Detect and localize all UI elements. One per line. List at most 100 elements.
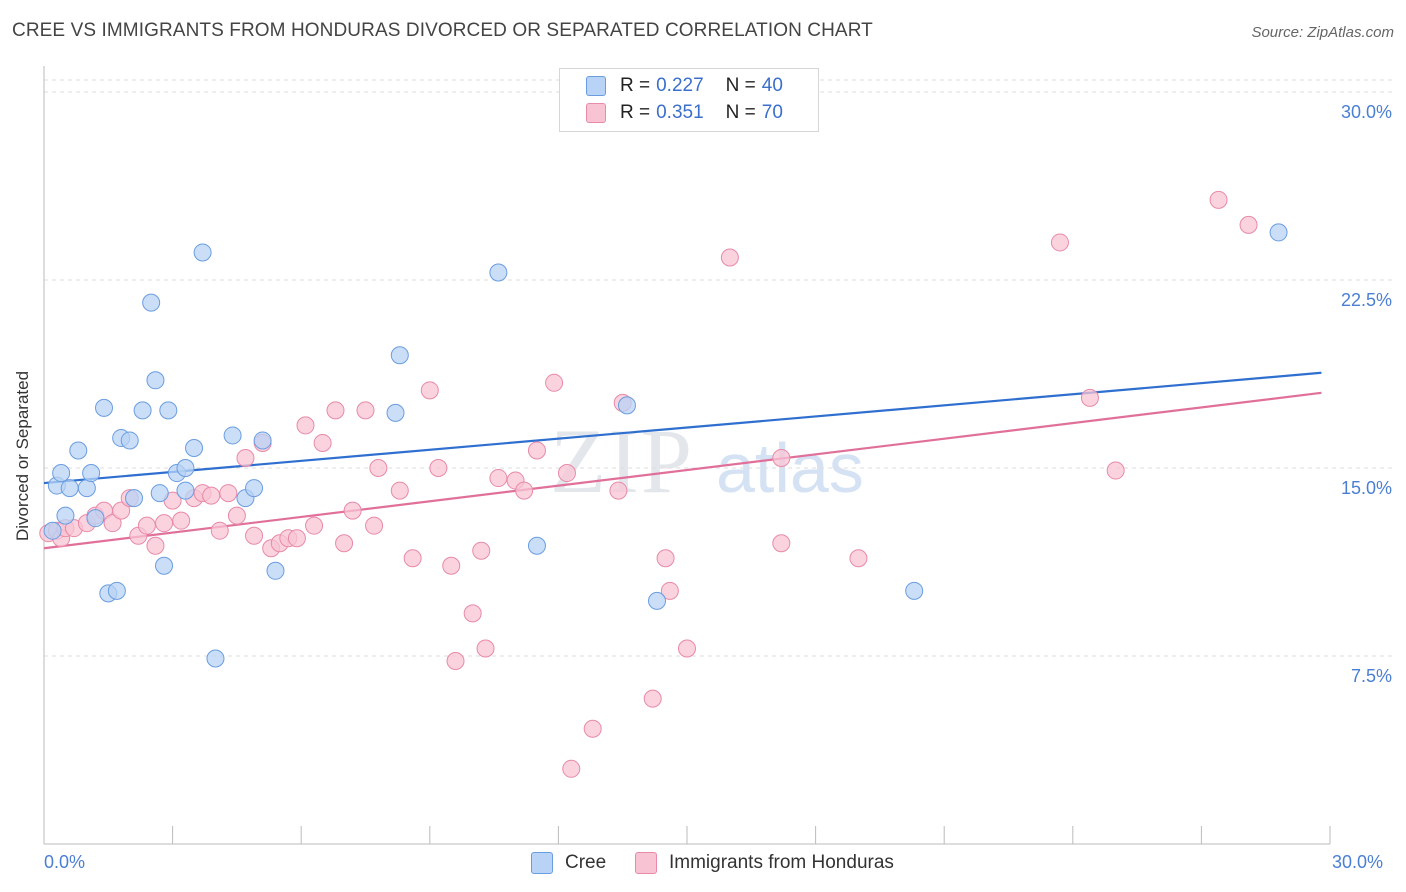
- cree-point: [142, 293, 161, 312]
- legend-swatch-honduras: [586, 103, 606, 123]
- honduras-point: [557, 464, 576, 483]
- series-label-honduras: Immigrants from Honduras: [669, 852, 894, 873]
- y-tick-label: 15.0%: [1341, 478, 1392, 498]
- cree-point: [386, 403, 405, 422]
- honduras-point: [326, 401, 345, 420]
- cree-point: [155, 556, 174, 575]
- series-swatch-honduras: [635, 852, 657, 874]
- honduras-point: [656, 549, 675, 568]
- honduras-point: [1239, 215, 1258, 234]
- honduras-point: [1106, 461, 1125, 480]
- honduras-point: [660, 581, 679, 600]
- series-legend-cree: Cree: [531, 852, 606, 874]
- honduras-point: [609, 481, 628, 500]
- honduras-point: [343, 501, 362, 520]
- y-tick-label: 7.5%: [1351, 666, 1392, 686]
- honduras-point: [146, 536, 165, 555]
- cree-point: [43, 521, 62, 540]
- chart-title: CREE VS IMMIGRANTS FROM HONDURAS DIVORCE…: [12, 20, 873, 41]
- honduras-point: [356, 401, 375, 420]
- honduras-point: [202, 486, 221, 505]
- axes: [43, 66, 1331, 845]
- honduras-point: [527, 441, 546, 460]
- honduras-point: [446, 652, 465, 671]
- honduras-point: [476, 639, 495, 658]
- cree-point: [77, 479, 96, 498]
- honduras-point: [335, 534, 354, 553]
- legend-n-label: N =: [725, 75, 756, 96]
- honduras-point: [545, 373, 564, 392]
- honduras-point: [463, 604, 482, 623]
- cree-point: [125, 489, 144, 508]
- cree-point: [120, 431, 139, 450]
- source-label: Source: ZipAtlas.com: [1251, 24, 1394, 41]
- legend-r-value: 0.351: [656, 102, 704, 123]
- honduras-point: [403, 549, 422, 568]
- cree-point: [60, 479, 79, 498]
- y-tick-label: 30.0%: [1341, 102, 1392, 122]
- y-tick-label: 22.5%: [1341, 290, 1392, 310]
- honduras-point: [678, 639, 696, 658]
- honduras-point: [772, 449, 791, 467]
- cree-point: [82, 464, 101, 483]
- cree-point: [647, 591, 666, 610]
- cree-point: [52, 464, 71, 483]
- cree-point: [489, 263, 508, 282]
- cree-point: [56, 506, 75, 525]
- honduras-point: [1050, 233, 1069, 252]
- stats-legend: R = 0.227 N = 40 R = 0.351 N = 70: [559, 68, 819, 132]
- honduras-point: [219, 484, 238, 503]
- series-legend: Cree Immigrants from Honduras: [0, 852, 1406, 878]
- trend-line-cree: [43, 371, 1322, 485]
- honduras-point: [849, 549, 868, 568]
- cree-point: [146, 371, 165, 390]
- honduras-point: [112, 501, 131, 520]
- honduras-point: [287, 529, 306, 548]
- cree-point: [107, 581, 126, 600]
- cree-point: [150, 484, 169, 503]
- gridlines: [44, 79, 1392, 657]
- honduras-point: [442, 556, 461, 575]
- cree-point: [69, 441, 88, 460]
- honduras-point: [155, 514, 174, 533]
- honduras-point: [720, 248, 739, 267]
- cree-point: [1269, 223, 1288, 242]
- cree-point: [527, 536, 546, 555]
- legend-row-cree: R = 0.227 N = 40: [586, 73, 783, 99]
- honduras-points: [39, 190, 1258, 778]
- honduras-point: [1209, 190, 1228, 209]
- trend-line-honduras: [43, 391, 1322, 550]
- honduras-point: [313, 433, 332, 452]
- cree-point: [159, 401, 178, 420]
- x-tick-label-max: 30.0%: [1332, 852, 1384, 872]
- honduras-point: [103, 514, 122, 533]
- cree-point: [253, 431, 272, 450]
- honduras-point: [236, 449, 255, 467]
- honduras-point: [489, 469, 508, 488]
- cree-points: [43, 223, 1288, 668]
- honduras-point: [772, 534, 791, 553]
- cree-point: [223, 426, 242, 445]
- legend-n-value: 70: [761, 102, 783, 123]
- cree-point: [176, 481, 195, 500]
- honduras-point: [137, 516, 156, 535]
- cree-point: [617, 396, 636, 415]
- honduras-point: [420, 381, 439, 400]
- cree-point: [245, 479, 264, 498]
- cree-point: [266, 561, 285, 580]
- honduras-point: [296, 416, 315, 435]
- honduras-point: [515, 481, 534, 500]
- cree-point: [193, 243, 212, 262]
- honduras-point: [472, 541, 491, 560]
- honduras-point: [583, 719, 602, 738]
- legend-swatch-cree: [586, 76, 606, 96]
- cree-point: [86, 509, 105, 528]
- series-swatch-cree: [531, 852, 553, 874]
- trend-lines: [43, 371, 1322, 550]
- honduras-point: [227, 506, 246, 525]
- honduras-point: [562, 759, 581, 778]
- cree-point: [390, 346, 409, 365]
- cree-point: [176, 459, 195, 478]
- legend-r-value: 0.227: [656, 75, 704, 96]
